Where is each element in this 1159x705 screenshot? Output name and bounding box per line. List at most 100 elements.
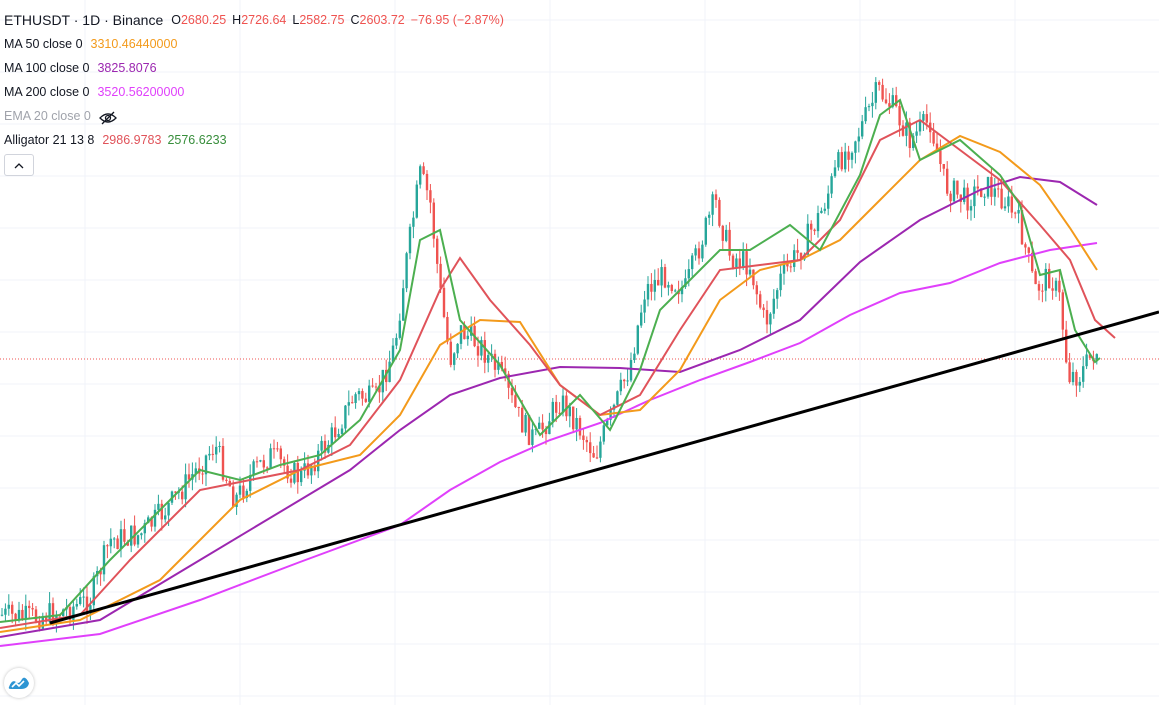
candle-body [143, 523, 146, 534]
indicator-ma200[interactable]: MA 200 close 0 3520.56200000 [4, 80, 504, 104]
candle-body [0, 614, 4, 616]
candle-body [500, 361, 503, 369]
candle-body [459, 325, 463, 344]
candle-body [963, 187, 966, 202]
indicator-label: MA 200 close 0 [4, 85, 90, 99]
candle-body [113, 538, 116, 540]
candle-body [11, 604, 14, 614]
candle-body [973, 186, 976, 207]
candle-body [89, 605, 92, 614]
candle-body [45, 616, 48, 622]
collapse-legend-button[interactable] [4, 154, 34, 176]
candle-body [582, 435, 585, 440]
candle-body [799, 252, 803, 260]
candle-body [68, 607, 72, 620]
candle-body [221, 445, 225, 480]
candles [0, 77, 1098, 633]
candle-body [871, 102, 874, 107]
candle-body [266, 467, 269, 469]
candle-body [915, 131, 918, 136]
open-label: O [171, 13, 181, 27]
trendline[interactable] [49, 310, 1159, 625]
candle-body [130, 525, 133, 546]
candle-body [446, 316, 449, 342]
candle-body [51, 603, 55, 624]
indicator-alligator[interactable]: Alligator 21 13 8 2986.9783 2576.6233 [4, 128, 504, 152]
candle-body [881, 84, 884, 100]
eye-crossed-icon[interactable] [98, 109, 117, 125]
candle-body [235, 494, 238, 507]
candle-body [276, 448, 279, 450]
candle-body [147, 517, 150, 524]
candle-body [527, 414, 531, 445]
candle-body [453, 353, 456, 365]
candle-body [878, 82, 881, 85]
tradingview-logo-icon[interactable] [4, 668, 34, 698]
symbol-title[interactable]: ETHUSDT · 1D · Binance [4, 12, 164, 28]
candle-body [442, 287, 446, 317]
indicator-ema20[interactable]: EMA 20 close 0 [4, 104, 504, 128]
candle-body [646, 283, 650, 300]
indicator-label: Alligator 21 13 8 [4, 133, 95, 147]
candle-body [922, 114, 925, 121]
indicator-ma100[interactable]: MA 100 close 0 3825.8076 [4, 56, 504, 80]
candle-body [752, 269, 755, 286]
candle-body [949, 193, 952, 202]
candle-body [1014, 212, 1017, 214]
candle-body [867, 106, 871, 108]
candle-body [245, 490, 248, 498]
candle-body [759, 294, 762, 308]
candle-body [470, 325, 473, 336]
candle-body [833, 167, 837, 177]
candle-body [136, 535, 140, 545]
candle-body [1003, 206, 1007, 209]
candle-body [347, 402, 350, 406]
candle-body [1048, 268, 1051, 289]
candle-body [34, 609, 38, 622]
candle-body [888, 103, 891, 107]
indicator-ma50[interactable]: MA 50 close 0 3310.46440000 [4, 32, 504, 56]
candle-body [847, 151, 850, 160]
candle-body [1031, 252, 1034, 272]
candle-body [680, 287, 684, 295]
candle-body [344, 405, 347, 429]
candle-body [429, 190, 432, 203]
candle-body [497, 361, 500, 370]
indicator-label: EMA 20 close 0 [4, 109, 91, 123]
candle-body [606, 419, 609, 426]
candle-body [531, 429, 534, 445]
candle-body [541, 422, 544, 430]
candle-body [561, 395, 565, 413]
candle-body [691, 255, 694, 270]
indicator-value: 3520.56200000 [97, 85, 185, 99]
candle-body [844, 151, 847, 170]
candle-body [439, 263, 442, 288]
candle-body [109, 538, 112, 547]
candle-body [388, 361, 391, 383]
candle-body [330, 427, 333, 445]
indicator-value: 3310.46440000 [90, 37, 178, 51]
candle-body [789, 266, 792, 268]
candle-body [595, 457, 599, 459]
candle-body [415, 184, 418, 218]
candle-body [1065, 329, 1068, 363]
candle-body [748, 269, 752, 275]
candle-body [194, 468, 197, 475]
candle-body [568, 406, 571, 417]
candle-body [405, 253, 408, 289]
candle-body [208, 453, 211, 456]
candle-body [901, 125, 905, 136]
candle-body [72, 606, 75, 620]
candle-body [884, 99, 888, 104]
low-label: L [292, 13, 300, 27]
alligator-jaw-value: 2986.9783 [102, 133, 162, 147]
candle-body [218, 445, 221, 447]
candle-body [558, 412, 561, 414]
candle-body [742, 251, 745, 267]
candle-body [708, 214, 711, 218]
candle-body [670, 284, 673, 291]
candle-body [289, 478, 293, 483]
candle-body [1010, 196, 1013, 213]
candle-body [466, 335, 469, 340]
